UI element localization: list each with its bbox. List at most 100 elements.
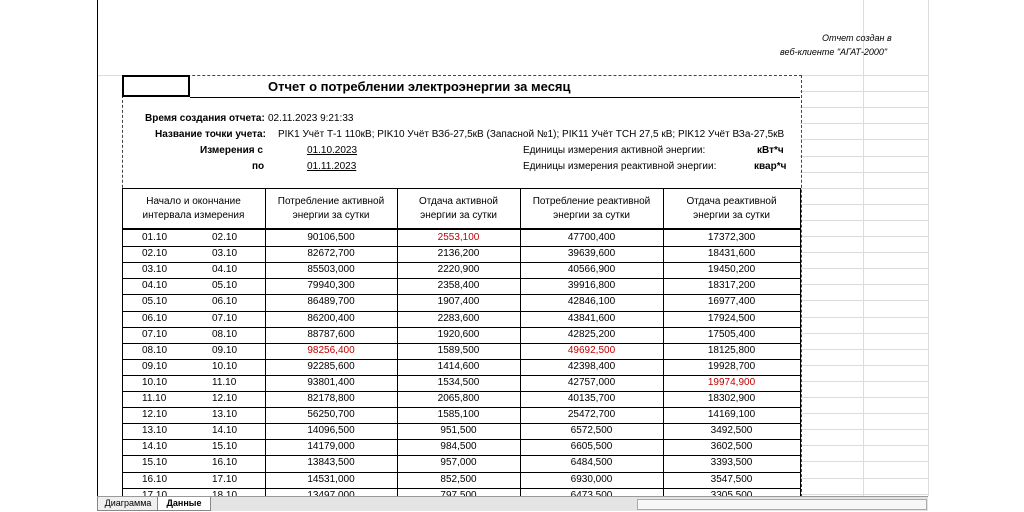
- cell: 01.10: [142, 232, 168, 243]
- cell: 19928,700: [707, 360, 756, 372]
- gridline: [800, 380, 928, 382]
- cell: 3547,500: [710, 473, 753, 485]
- cell: 951,500: [440, 425, 477, 437]
- rule: [122, 327, 800, 328]
- cell: 17.10: [212, 473, 238, 485]
- unit: квар*ч: [754, 161, 787, 172]
- cell: 13.10: [212, 409, 238, 421]
- rule: [122, 262, 800, 263]
- cell: 85503,000: [307, 264, 355, 276]
- cell: 82178,800: [307, 393, 355, 404]
- cell: 12.10: [142, 409, 168, 421]
- cell: 17924,500: [707, 312, 756, 324]
- column-header: Отдача активной энергии за сутки: [419, 196, 498, 221]
- column-header: Начало и окончание интервала измерения: [142, 196, 245, 221]
- cell: 09.10: [142, 360, 168, 372]
- gridline: [98, 75, 122, 76]
- cell: 03.10: [212, 248, 238, 260]
- unit: кВт*ч: [757, 145, 784, 156]
- gridline: [800, 107, 928, 109]
- tab-active[interactable]: Данные: [157, 497, 211, 511]
- rule: [520, 188, 521, 496]
- cell: 04.10: [212, 264, 238, 276]
- cell: 18125,800: [707, 344, 756, 356]
- cell: 88787,600: [307, 328, 355, 340]
- rule: [122, 359, 800, 360]
- label: Название точки учета:: [155, 129, 266, 140]
- cell: 852,500: [440, 473, 477, 485]
- cell: 2065,800: [437, 393, 480, 404]
- gridline: [800, 300, 928, 302]
- gridline: [800, 187, 928, 189]
- cell: 02.10: [142, 248, 168, 260]
- gridline: [800, 155, 928, 157]
- cell: 39916,800: [567, 280, 616, 292]
- cell: 3393,500: [710, 457, 753, 469]
- cell: 2358,400: [437, 280, 480, 292]
- cell: 18302,900: [707, 393, 756, 404]
- cell: 18317,200: [707, 280, 756, 292]
- scrollbar[interactable]: [637, 499, 927, 510]
- cell: 90106,500: [307, 232, 355, 243]
- cell: 14096,500: [307, 425, 355, 437]
- note: Отчет создан в: [822, 33, 892, 43]
- rule: [800, 188, 801, 496]
- value: 01.11.2023: [307, 161, 357, 172]
- cell: 6572,500: [570, 425, 613, 437]
- report-title: Отчет о потреблении электроэнергии за ме…: [268, 79, 571, 94]
- cell: 43841,600: [567, 312, 616, 324]
- cell: 17.10: [142, 489, 168, 496]
- cell: 16.10: [142, 473, 168, 485]
- cell: 08.10: [212, 328, 238, 340]
- column-header: Потребление активной энергии за сутки: [277, 196, 385, 221]
- cell: 56250,700: [307, 409, 355, 421]
- cell: 04.10: [142, 280, 168, 292]
- gridline: [800, 284, 928, 286]
- cell: 07.10: [212, 312, 238, 324]
- cell: 40566,900: [567, 264, 616, 276]
- cell: 11.10: [142, 393, 167, 404]
- rule: [122, 229, 800, 230]
- cell: 14179,000: [307, 441, 355, 453]
- cell: 07.10: [142, 328, 168, 340]
- gridline: [800, 75, 928, 76]
- rule: [122, 188, 123, 496]
- cell: 11.10: [212, 376, 237, 388]
- cell: 2283,600: [437, 312, 480, 324]
- rule: [190, 97, 800, 98]
- gridline: [800, 493, 928, 495]
- cell: 98256,400: [307, 344, 355, 356]
- label: Единицы измерения реактивной энергии:: [523, 161, 717, 172]
- selected-cell: [122, 75, 190, 97]
- cell: 08.10: [142, 344, 168, 356]
- rule: [122, 294, 800, 295]
- gridline: [800, 429, 928, 431]
- gridline: [800, 236, 928, 237]
- cell: 1534,500: [437, 376, 480, 388]
- rule: [122, 455, 800, 456]
- cell: 06.10: [212, 296, 238, 308]
- rule: [122, 423, 800, 424]
- cell: 13497,000: [307, 489, 355, 496]
- cell: 6473,500: [570, 489, 613, 496]
- cell: 3602,500: [710, 441, 753, 453]
- cell: 6484,500: [570, 457, 613, 469]
- tab-bar: Диаграмма Данные: [97, 496, 928, 511]
- gridline: [928, 0, 929, 496]
- cell: 1920,600: [437, 328, 480, 340]
- tab[interactable]: Диаграмма: [97, 497, 159, 511]
- cell: 19974,900: [707, 376, 756, 388]
- label: Измерения с: [200, 145, 263, 156]
- rule: [122, 278, 800, 279]
- rule: [265, 188, 266, 496]
- rule: [122, 375, 800, 376]
- label: Единицы измерения активной энергии:: [523, 145, 706, 156]
- cell: 42846,100: [567, 296, 616, 308]
- cell: 10.10: [212, 360, 238, 372]
- cell: 19450,200: [707, 264, 756, 276]
- cell: 06.10: [142, 312, 168, 324]
- rule: [122, 472, 800, 473]
- rule: [122, 407, 800, 408]
- rule: [122, 488, 800, 489]
- column-header: Отдача реактивной энергии за сутки: [686, 196, 777, 221]
